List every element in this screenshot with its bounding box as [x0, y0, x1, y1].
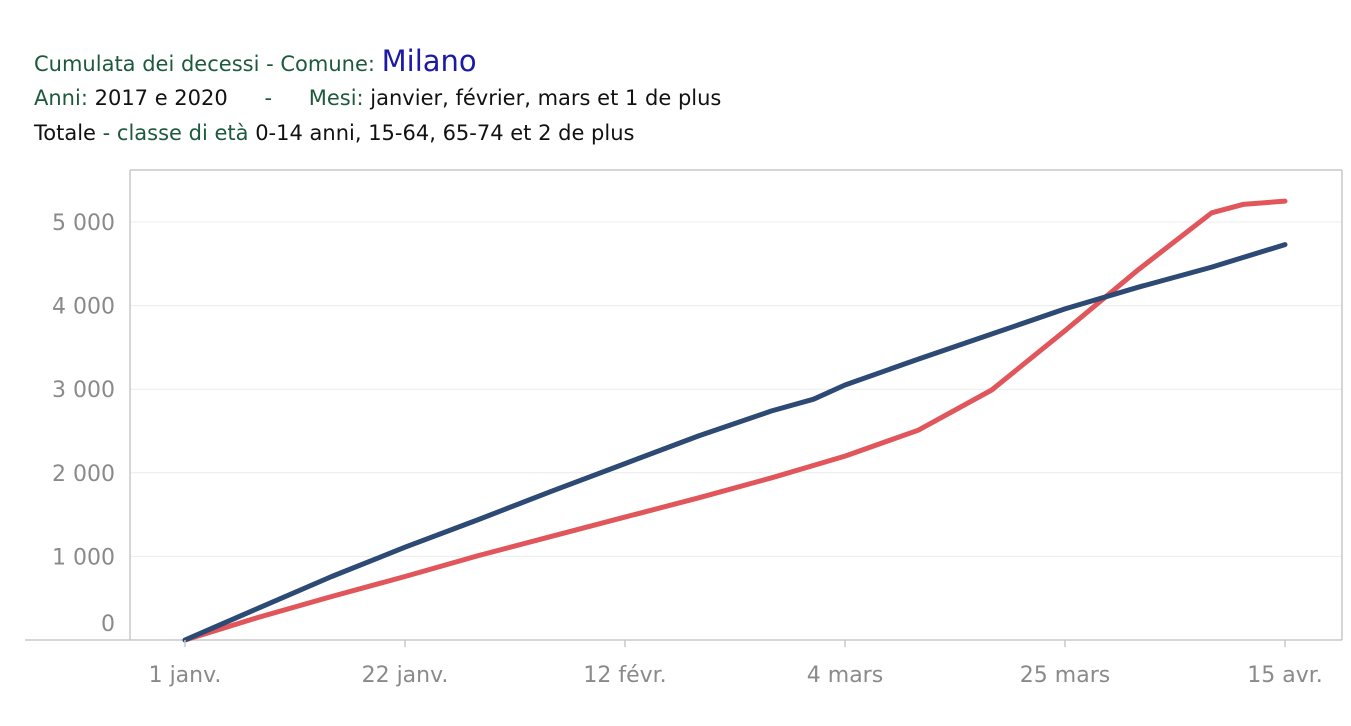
chart-grid: [130, 221, 1342, 557]
classe-label: - classe di età: [102, 121, 249, 145]
x-tick-label: 4 mars: [807, 663, 883, 688]
x-tick-label: 22 janv.: [362, 663, 449, 688]
x-tick-label: 1 janv.: [149, 663, 222, 688]
y-tick-label: 4 000: [52, 295, 115, 320]
y-tick-label: 3 000: [52, 378, 115, 403]
chart-header-line2: Anni: 2017 e 2020 - Mesi: janvier, févri…: [34, 86, 721, 110]
chart-series: [182, 198, 1288, 643]
series-line-red: [182, 198, 1288, 643]
subtitle-label: Cumulata dei decessi -: [34, 52, 274, 76]
mesi-label: Mesi:: [308, 86, 364, 110]
y-tick-label: 2 000: [52, 462, 115, 487]
x-tick-label: 12 févr.: [583, 663, 666, 688]
y-tick-label: 1 000: [52, 545, 115, 570]
anni-value: 2017 e 2020: [94, 86, 228, 110]
separator: -: [264, 86, 273, 110]
comune-value: Milano: [381, 44, 477, 78]
chart-frame: [25, 169, 1343, 641]
anni-label: Anni:: [34, 86, 88, 110]
y-tick-label: 0: [101, 612, 115, 637]
mesi-value: janvier, février, mars et 1 de plus: [370, 86, 722, 110]
totale-label: Totale: [34, 121, 96, 145]
chart-header-line1: Cumulata dei decessi - Comune: Milano: [34, 44, 477, 78]
comune-label: Comune:: [280, 52, 375, 76]
x-axis-ticks: 1 janv. 22 janv. 12 févr. 4 mars 25 mars 15 a…: [149, 640, 1323, 688]
x-tick-label: 25 mars: [1020, 663, 1110, 688]
y-axis-ticks: 0 1 000 2 000 3 000 4 000 5 000: [52, 211, 115, 637]
x-tick-label: 15 avr.: [1247, 663, 1323, 688]
chart-header-line3: Totale - classe di età 0-14 anni, 15-64,…: [34, 121, 634, 145]
classe-value: 0-14 anni, 15-64, 65-74 et 2 de plus: [255, 121, 635, 145]
y-tick-label: 5 000: [52, 211, 115, 236]
series-line-blue: [182, 242, 1288, 643]
